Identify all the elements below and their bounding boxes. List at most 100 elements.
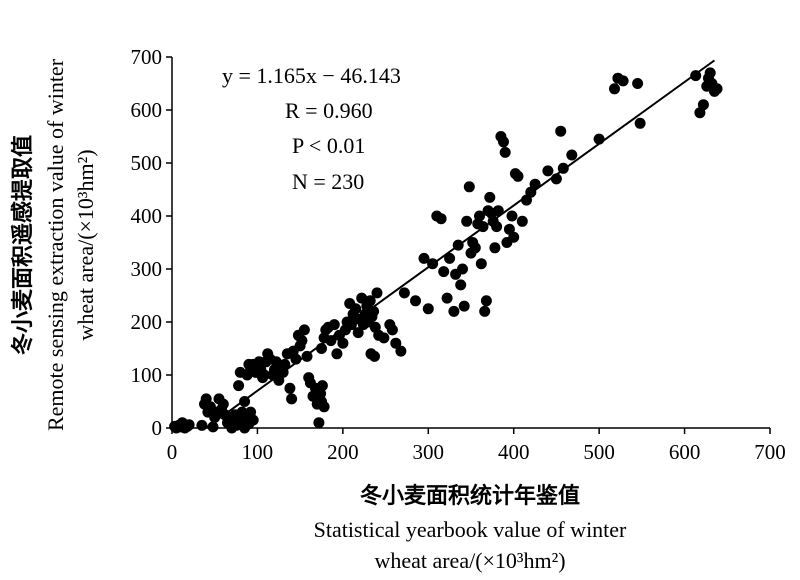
data-point [704,67,716,79]
data-point [508,231,520,243]
y-tick-label: 300 [131,257,163,281]
data-point [463,181,475,193]
y-tick-label: 200 [131,310,163,334]
data-point [438,266,450,278]
data-point [542,165,554,177]
data-point [609,83,620,95]
data-point [516,215,528,227]
x-axis-title: 冬小麦面积统计年鉴值 Statistical yearbook value of… [314,483,627,573]
data-point [364,295,376,307]
data-point [461,215,473,227]
y-tick-label: 400 [131,204,163,228]
x-ticks: 0 100 200 300 400 500 600 700 [167,428,786,464]
data-point [386,324,398,336]
data-point [441,292,453,304]
data-point [506,210,518,222]
data-point [286,393,298,405]
x-tick-label: 0 [167,440,178,464]
data-point [325,335,337,347]
data-point [284,382,296,394]
y-ticks: 0 100 200 300 400 500 600 700 [131,45,172,440]
annotation-block: y = 1.165x − 46.143 R = 0.960 P < 0.01 N… [222,63,401,194]
data-point [512,170,524,182]
data-point [313,417,325,429]
data-point [484,191,496,203]
x-tick-label: 500 [583,440,615,464]
data-point [566,149,578,161]
x-axis-title-en-line1: Statistical yearbook value of winter [314,517,627,542]
data-point [183,419,195,431]
data-point [410,295,421,307]
data-point [296,335,308,347]
data-point [480,295,492,307]
data-point [448,305,460,317]
x-tick-label: 100 [242,440,274,464]
annotation-r: R = 0.960 [285,98,373,123]
data-point [435,213,447,225]
y-tick-label: 600 [131,98,163,122]
data-point [491,221,503,233]
y-axis-title-en-line1: Remote sensing extraction value of winte… [43,58,68,431]
data-point [458,300,470,312]
x-axis-title-en-line2: wheat area/(×10³hm²) [374,548,565,573]
data-point [270,356,282,368]
data-point [455,279,467,291]
data-point [258,369,270,381]
data-point [331,348,343,360]
data-point [390,337,402,349]
data-point [498,136,509,148]
data-point [318,401,330,413]
data-point [632,78,644,89]
data-point [697,99,709,111]
data-point [555,125,567,137]
data-point [352,327,364,339]
x-tick-label: 400 [498,440,530,464]
data-point [489,242,501,254]
data-point [356,292,368,304]
annotation-p: P < 0.01 [292,133,365,158]
y-tick-label: 700 [131,45,163,69]
data-point [395,345,407,357]
regression-line [205,59,716,429]
y-tick-label: 100 [131,363,163,387]
data-point [233,380,245,392]
data-point [418,252,430,264]
data-point [247,414,259,426]
data-point [634,117,646,129]
data-point [298,324,310,336]
x-tick-label: 700 [754,440,786,464]
x-tick-label: 200 [327,440,359,464]
data-point [337,337,349,349]
data-point [350,303,362,315]
data-point [398,287,410,299]
data-point [474,210,485,222]
data-point [475,258,487,270]
data-point [371,287,383,299]
x-tick-label: 300 [413,440,445,464]
annotation-n: N = 230 [292,169,364,194]
data-point [711,83,723,95]
data-point [444,252,456,264]
data-point [328,319,340,331]
data-point [457,263,468,275]
data-points [169,67,723,434]
data-point [479,305,491,317]
y-axis-title-en-line2: wheat area/(×10³hm²) [73,149,98,340]
data-point [499,146,511,158]
y-axis-title-cn: 冬小麦面积遥感提取值 [10,135,36,355]
y-tick-label: 0 [152,416,163,440]
data-point [369,350,380,362]
data-point [469,242,481,254]
data-point [279,358,291,370]
data-point [422,303,434,315]
data-point [378,332,390,344]
data-point [217,398,229,410]
y-axis-title: 冬小麦面积遥感提取值 Remote sensing extraction val… [10,58,98,431]
x-tick-label: 600 [669,440,701,464]
data-point [196,419,208,431]
data-point [316,380,328,392]
x-axis-title-cn: 冬小麦面积统计年鉴值 [360,483,580,509]
plot-area: 0 100 200 300 400 500 600 700 0 100 200 300 400 500 6… [131,45,786,464]
annotation-equation: y = 1.165x − 46.143 [222,63,401,88]
